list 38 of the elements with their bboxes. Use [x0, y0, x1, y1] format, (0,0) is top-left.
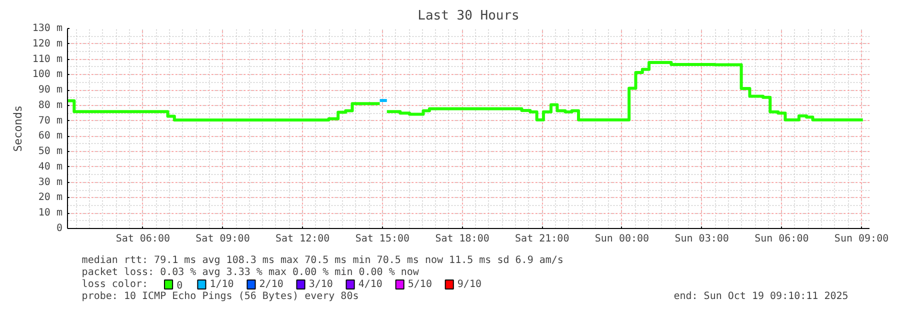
text: median rtt: 79.1 ms avg 108.3 ms max 70.5 ms min 70.5 ms now 11.5 ms sd 6.9 am/s — [82, 255, 564, 266]
y-tick-label: 30 m — [38, 176, 63, 188]
legend-label: 3/10 — [308, 279, 333, 290]
x-tick-label: Sat 15:00 — [355, 234, 410, 244]
y-tick-label: 90 m — [38, 84, 63, 96]
chart-title: Last 30 Hours — [418, 8, 520, 24]
x-tick-label: Sun 09:00 — [834, 234, 889, 244]
x-tick-label: Sat 09:00 — [196, 234, 250, 244]
text: end: Sun Oct 19 09:10:11 2025 — [674, 291, 848, 302]
x-tick-label: Sat 21:00 — [515, 234, 570, 244]
text: probe: 10 ICMP Echo Pings (56 Bytes) every 80s — [82, 291, 359, 302]
y-tick-label: 120 m — [32, 38, 63, 50]
x-tick-label: Sat 06:00 — [116, 234, 170, 244]
legend-label: 1/10 — [210, 279, 234, 290]
x-tick-label: Sat 18:00 — [435, 234, 490, 244]
y-tick-label: 70 m — [38, 115, 63, 126]
y-tick-label: 0 — [56, 223, 63, 234]
y-tick-label: 10 m — [38, 208, 63, 219]
y-axis-title: Seconds — [11, 105, 24, 152]
y-tick-label: 60 m — [38, 130, 63, 142]
x-tick-label: Sat 12:00 — [276, 234, 330, 244]
y-tick-label: 110 m — [32, 54, 63, 65]
x-tick-label: Sun 06:00 — [754, 234, 809, 244]
legend-label: 9/10 — [457, 279, 482, 290]
legend-label: 5/10 — [408, 279, 432, 290]
legend-label: 2/10 — [259, 279, 284, 290]
y-tick-label: 40 m — [38, 161, 63, 172]
x-tick-label: Sun 03:00 — [674, 234, 729, 244]
y-tick-label: 130 m — [32, 23, 63, 34]
legend-label: 4/10 — [358, 279, 382, 290]
text: loss color: — [82, 279, 148, 290]
x-tick-label: Sun 00:00 — [594, 234, 650, 244]
text: packet loss: 0.03 % avg 3.33 % max 0.00 % min 0.00 % now — [82, 267, 420, 278]
y-tick-label: 20 m — [38, 192, 63, 204]
y-tick-label: 80 m — [38, 100, 63, 111]
legend-label: 0 — [176, 280, 183, 292]
y-tick-label: 50 m — [38, 146, 63, 158]
y-tick-label: 100 m — [32, 69, 63, 80]
